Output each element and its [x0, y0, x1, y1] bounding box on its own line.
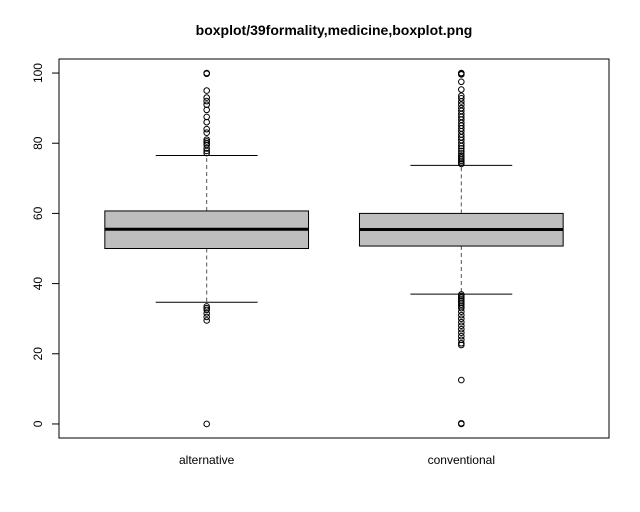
- outlier-point: [203, 113, 210, 121]
- outlier-point: [203, 313, 210, 321]
- outlier-point: [203, 306, 210, 314]
- y-tick-label: 100: [31, 63, 45, 83]
- outlier-point: [203, 94, 210, 101]
- outlier-point: [458, 86, 465, 93]
- x-axis: alternative conventional: [179, 453, 495, 467]
- y-tick-label: 0: [31, 420, 45, 427]
- outlier-point: [203, 303, 210, 310]
- outlier-point: [458, 142, 465, 150]
- box-alternative: [104, 69, 310, 428]
- outlier-point: [458, 98, 465, 105]
- outlier-point: [203, 420, 210, 428]
- outlier-point: [458, 304, 465, 312]
- y-tick-label: 40: [31, 277, 45, 291]
- outlier-point: [203, 129, 210, 136]
- outlier-point: [458, 322, 465, 330]
- outlier-point: [458, 160, 465, 168]
- box-conventional: [358, 69, 564, 428]
- outlier-point: [458, 318, 465, 326]
- x-tick-label: conventional: [428, 453, 495, 467]
- box-group: [104, 69, 564, 428]
- outlier-point: [458, 339, 465, 347]
- outlier-point: [458, 325, 465, 333]
- outlier-point: [203, 149, 210, 157]
- outlier-point: [458, 315, 465, 322]
- outlier-point: [458, 157, 465, 165]
- outlier-point: [458, 95, 465, 102]
- outlier-point: [458, 71, 465, 78]
- outlier-point: [458, 155, 465, 163]
- y-tick-label: 60: [31, 206, 45, 220]
- outlier-point: [458, 308, 465, 315]
- outlier-point: [203, 317, 210, 324]
- outlier-point: [458, 341, 465, 349]
- outlier-point: [458, 301, 465, 308]
- chart-title: boxplot/39formality,medicine,boxplot.png: [196, 22, 473, 38]
- outlier-point: [203, 97, 210, 105]
- x-tick-label: alternative: [179, 453, 235, 467]
- outlier-point: [458, 145, 465, 152]
- outlier-point: [203, 70, 210, 78]
- outlier-point: [203, 101, 210, 108]
- outlier-point: [458, 376, 465, 384]
- outlier-point: [458, 311, 465, 319]
- outlier-point: [203, 125, 210, 133]
- y-tick-label: 80: [31, 136, 45, 150]
- y-axis: 0 20 40 60 80 100: [31, 63, 60, 427]
- outlier-point: [458, 78, 465, 86]
- outlier-point: [203, 310, 210, 317]
- outlier-point: [203, 118, 210, 126]
- y-tick-label: 20: [31, 347, 45, 361]
- outlier-point: [458, 101, 465, 108]
- outlier-point: [458, 420, 465, 428]
- outlier-point: [458, 329, 465, 337]
- outlier-point: [203, 87, 210, 94]
- outlier-point: [203, 106, 210, 114]
- outlier-point: [203, 145, 210, 152]
- outlier-point: [203, 138, 210, 145]
- outlier-point: [458, 332, 465, 340]
- outlier-point: [203, 147, 210, 155]
- outlier-point: [458, 147, 465, 155]
